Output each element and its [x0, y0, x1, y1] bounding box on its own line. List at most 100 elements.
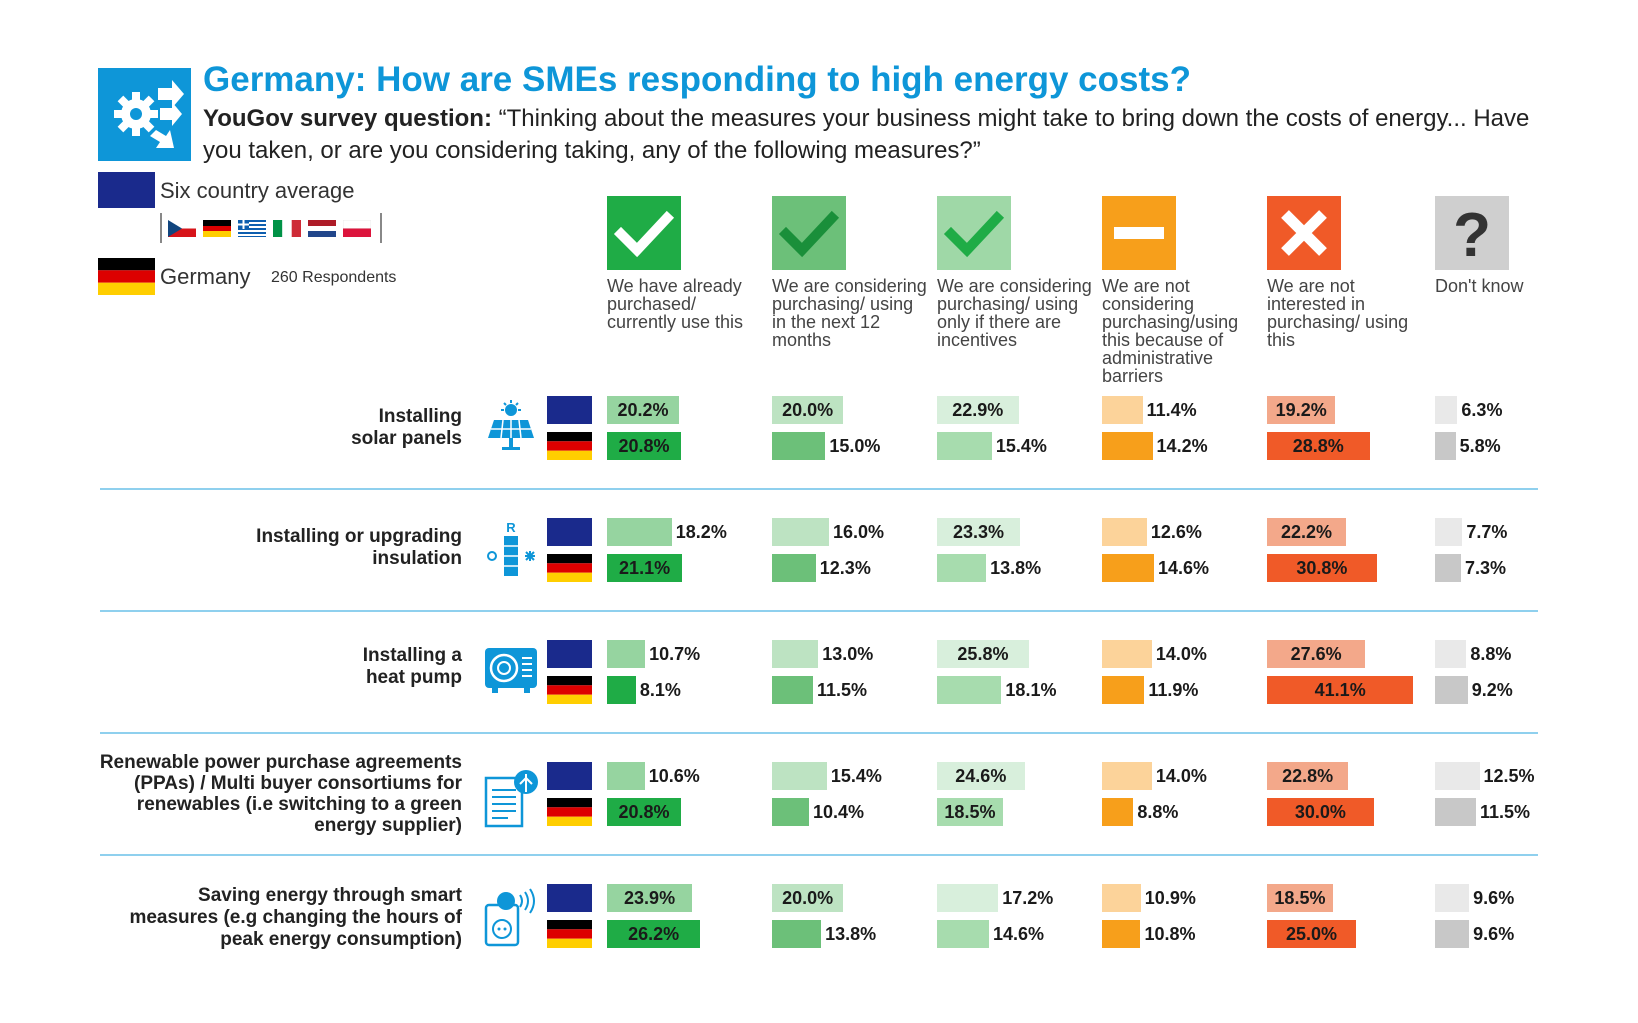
column-header: We have already purchased/ currently use…	[607, 276, 744, 332]
data-label: 8.8%	[1470, 644, 1512, 664]
data-label: 27.6%	[1290, 644, 1342, 664]
average-bar	[1267, 640, 1366, 668]
average-bar	[607, 762, 645, 790]
data-label: 11.5%	[1479, 802, 1530, 822]
germany-bar	[1102, 676, 1145, 704]
data-label: 20.0%	[782, 400, 834, 420]
germany-bar	[1267, 798, 1374, 826]
data-label: 9.6%	[1473, 924, 1515, 944]
average-bar	[1267, 884, 1333, 912]
germany-bar	[607, 920, 701, 948]
germany-bar	[937, 432, 992, 460]
germany-bar	[607, 798, 682, 826]
gear-icon	[98, 68, 191, 161]
data-label: 30.8%	[1296, 558, 1348, 578]
italy-flag-icon	[273, 220, 301, 237]
greece-flag-icon	[238, 220, 266, 237]
germany-bar	[937, 798, 1003, 826]
data-label: 7.7%	[1466, 522, 1508, 542]
germany-bar	[1435, 798, 1476, 826]
data-label: 18.5%	[944, 802, 996, 822]
survey-question: YouGov survey question: “Thinking about …	[203, 103, 1543, 167]
data-label: 14.6%	[992, 924, 1045, 944]
average-bar	[937, 640, 1029, 668]
check-icon	[607, 196, 681, 270]
column-header: We are not considering purchasing/using …	[1102, 276, 1239, 386]
average-bar	[772, 640, 819, 668]
data-label: 14.0%	[1155, 766, 1207, 786]
average-bar	[607, 518, 672, 546]
data-label: 20.0%	[782, 888, 834, 908]
insulation-icon: R	[484, 520, 538, 585]
svg-text:R: R	[506, 520, 516, 535]
average-bar	[1435, 884, 1470, 912]
row-label-saving-energy-through: Saving energy through smart measures (e.…	[129, 885, 462, 950]
germany-bar	[772, 798, 810, 826]
document-icon	[484, 768, 540, 835]
column-header: We are considering purchasing/ using in …	[772, 276, 927, 350]
average-bar	[772, 762, 827, 790]
poland-flag-icon	[343, 220, 371, 237]
eu-flag-icon	[547, 884, 592, 912]
minus-icon	[1102, 196, 1176, 270]
average-bar	[1435, 762, 1480, 790]
page-title: Germany: How are SMEs responding to high…	[203, 60, 1191, 99]
germany-flag-icon	[98, 258, 155, 295]
average-bar	[1102, 762, 1152, 790]
germany-bar	[1435, 920, 1470, 948]
germany-bar	[1435, 676, 1468, 704]
data-label: 26.2%	[628, 924, 680, 944]
data-label: 18.2%	[675, 522, 727, 542]
solar-panel-icon	[484, 400, 538, 459]
row-divider	[100, 488, 1538, 490]
germany-flag-icon	[547, 432, 592, 460]
data-label: 21.1%	[619, 558, 671, 578]
average-bar	[937, 884, 999, 912]
question-text: “Thinking about the measures your busine…	[203, 105, 1530, 164]
data-label: 17.2%	[1002, 888, 1054, 908]
germany-bar	[1267, 554, 1377, 582]
data-label: 20.2%	[617, 400, 669, 420]
average-bar	[1102, 396, 1143, 424]
average-bar	[607, 884, 693, 912]
average-bar	[1267, 762, 1349, 790]
czech-flag-icon	[168, 220, 196, 237]
eu-flag-icon	[98, 172, 155, 208]
data-label: 22.8%	[1282, 766, 1334, 786]
legend-germany-label: Germany	[160, 264, 251, 289]
eu-flag-icon	[547, 518, 592, 546]
eu-flag-icon	[547, 396, 592, 424]
column-header: We are considering purchasing/ using onl…	[937, 276, 1092, 350]
check-icon	[937, 196, 1011, 270]
data-label: 23.3%	[952, 522, 1005, 542]
data-label: 30.0%	[1294, 802, 1346, 822]
germany-bar	[1267, 432, 1370, 460]
germany-bar	[1267, 920, 1356, 948]
average-bar	[1267, 518, 1347, 546]
average-bar	[772, 518, 829, 546]
data-label: 22.9%	[952, 400, 1004, 420]
row-divider	[100, 610, 1538, 612]
cross-icon	[1267, 196, 1341, 270]
germany-bar	[1102, 432, 1153, 460]
average-bar	[772, 884, 844, 912]
data-label: 10.4%	[813, 802, 865, 822]
data-label: 7.3%	[1464, 558, 1507, 578]
germany-flag-icon	[547, 798, 592, 826]
data-label: 12.6%	[1150, 522, 1202, 542]
germany-bar	[1102, 920, 1141, 948]
germany-flag-icon	[547, 920, 592, 948]
eu-flag-icon	[547, 640, 592, 668]
data-label: 11.9%	[1148, 680, 1199, 700]
data-label: 15.0%	[829, 436, 881, 456]
data-label: 18.5%	[1274, 888, 1326, 908]
country-flags	[160, 213, 382, 243]
average-bar	[1435, 396, 1458, 424]
svg-text:?: ?	[1453, 201, 1491, 270]
data-label: 10.8%	[1144, 924, 1196, 944]
row-label-installing-or-upgrading: Installing or upgrading insulation	[256, 526, 462, 569]
data-label: 16.0%	[832, 522, 884, 542]
data-label: 15.4%	[995, 436, 1047, 456]
data-label: 19.2%	[1275, 400, 1327, 420]
column-header: We are not interested in purchasing/ usi…	[1267, 276, 1409, 350]
